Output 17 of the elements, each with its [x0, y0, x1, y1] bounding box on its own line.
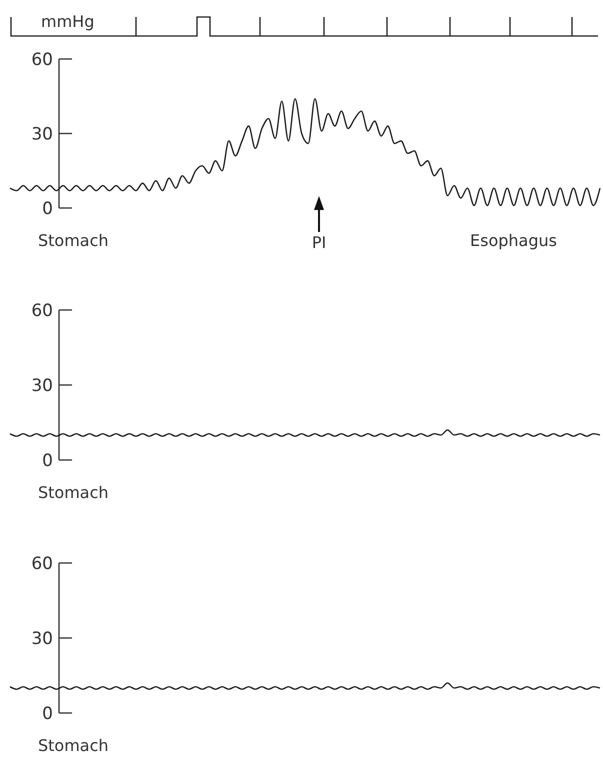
y-tick-label: 30: [31, 628, 53, 649]
text: Stomach: [38, 736, 109, 755]
y-tick-label: 0: [42, 704, 53, 724]
y-tick-label: 60: [31, 50, 53, 70]
line-series: [9, 682, 601, 690]
y-tick-label: 60: [31, 300, 53, 321]
text: PI: [312, 233, 326, 252]
y-tick-label: 30: [31, 376, 53, 396]
text: Stomach: [38, 231, 109, 250]
y-tick-label: 0: [42, 450, 53, 471]
y-tick-label: 0: [42, 198, 53, 219]
text: Stomach: [38, 483, 109, 502]
line-series: [9, 429, 601, 437]
text: Esophagus: [470, 231, 557, 250]
y-axis-title: mmHg: [41, 12, 94, 31]
y-tick-label: 30: [31, 124, 53, 144]
y-tick-label: 60: [31, 554, 53, 574]
